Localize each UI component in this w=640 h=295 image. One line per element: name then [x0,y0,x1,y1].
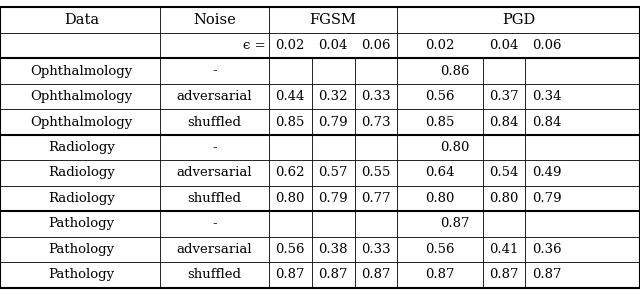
Text: 0.06: 0.06 [532,39,562,52]
Text: 0.56: 0.56 [275,243,305,256]
Text: 0.33: 0.33 [361,90,391,103]
Text: -: - [212,65,217,78]
Text: 0.33: 0.33 [361,243,391,256]
Text: -: - [212,217,217,230]
Text: 0.57: 0.57 [318,166,348,179]
Text: Ophthalmology: Ophthalmology [31,116,132,129]
Text: 0.87: 0.87 [532,268,562,281]
Text: 0.04: 0.04 [490,39,518,52]
Text: Radiology: Radiology [48,166,115,179]
Text: Radiology: Radiology [48,192,115,205]
Text: 0.87: 0.87 [489,268,519,281]
Text: 0.54: 0.54 [490,166,518,179]
Text: 0.79: 0.79 [532,192,562,205]
Text: 0.34: 0.34 [532,90,562,103]
Text: Pathology: Pathology [49,217,115,230]
Text: 0.41: 0.41 [490,243,518,256]
Text: 0.85: 0.85 [426,116,454,129]
Text: Noise: Noise [193,13,236,27]
Text: 0.80: 0.80 [426,192,454,205]
Text: 0.55: 0.55 [362,166,390,179]
Text: 0.32: 0.32 [318,90,348,103]
Text: 0.64: 0.64 [425,166,455,179]
Text: 0.87: 0.87 [318,268,348,281]
Text: 0.73: 0.73 [361,116,391,129]
Text: Radiology: Radiology [48,141,115,154]
Text: 0.56: 0.56 [425,90,455,103]
Text: 0.87: 0.87 [275,268,305,281]
Text: FGSM: FGSM [310,13,356,27]
Text: 0.49: 0.49 [532,166,562,179]
Text: 0.87: 0.87 [361,268,391,281]
Text: 0.77: 0.77 [361,192,391,205]
Text: 0.04: 0.04 [319,39,348,52]
Text: 0.38: 0.38 [318,243,348,256]
Text: 0.02: 0.02 [426,39,454,52]
Text: Pathology: Pathology [49,243,115,256]
Text: PGD: PGD [502,13,535,27]
Text: -: - [212,141,217,154]
Text: 0.84: 0.84 [532,116,561,129]
Text: 0.87: 0.87 [440,217,469,230]
Text: 0.37: 0.37 [489,90,519,103]
Text: shuffled: shuffled [188,116,241,129]
Text: 0.44: 0.44 [276,90,305,103]
Text: shuffled: shuffled [188,192,241,205]
Text: adversarial: adversarial [177,243,252,256]
Text: 0.06: 0.06 [361,39,391,52]
Text: 0.80: 0.80 [276,192,305,205]
Text: 0.86: 0.86 [440,65,469,78]
Text: 0.36: 0.36 [532,243,562,256]
Text: Ophthalmology: Ophthalmology [31,90,132,103]
Text: Data: Data [64,13,99,27]
Text: Pathology: Pathology [49,268,115,281]
Text: 0.62: 0.62 [275,166,305,179]
Text: 0.02: 0.02 [276,39,305,52]
Text: 0.79: 0.79 [318,116,348,129]
Text: 0.79: 0.79 [318,192,348,205]
Text: 0.56: 0.56 [425,243,455,256]
Text: 0.80: 0.80 [490,192,518,205]
Text: 0.84: 0.84 [490,116,518,129]
Text: Ophthalmology: Ophthalmology [31,65,132,78]
Text: adversarial: adversarial [177,166,252,179]
Text: ϵ =: ϵ = [243,39,266,52]
Text: 0.87: 0.87 [425,268,455,281]
Text: shuffled: shuffled [188,268,241,281]
Text: 0.85: 0.85 [276,116,305,129]
Text: 0.80: 0.80 [440,141,469,154]
Text: adversarial: adversarial [177,90,252,103]
